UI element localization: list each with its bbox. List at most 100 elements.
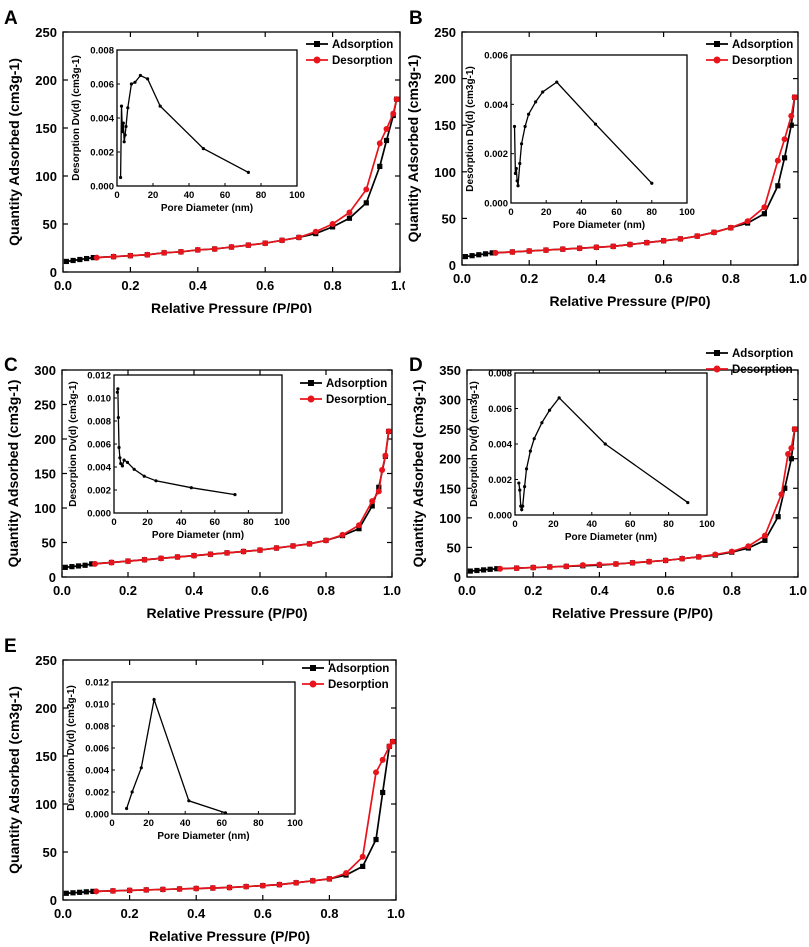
y-tick-label: 100 (439, 511, 461, 526)
data-point-desorption (194, 246, 201, 253)
inset-data-point (118, 456, 122, 460)
y-tick-label: 200 (439, 452, 461, 467)
inset-y-tick-label: 0.002 (484, 149, 508, 160)
inset-x-tick-label: 40 (180, 818, 191, 829)
data-point-desorption (326, 875, 333, 882)
data-point-desorption (174, 554, 181, 560)
inset-data-point (123, 133, 127, 137)
legend-label-desorption: Desorption (328, 679, 389, 691)
inset-data-point (534, 100, 538, 104)
inset-data-point (686, 500, 690, 505)
data-point-desorption (712, 551, 719, 558)
data-point-adsorption (781, 155, 788, 161)
inset-data-point (520, 508, 524, 512)
inset-y-tick-label: 0.006 (87, 440, 111, 451)
data-point-desorption (143, 886, 150, 893)
inset-data-point (514, 166, 518, 171)
x-tick-label: 1.0 (383, 583, 401, 598)
data-point-desorption (379, 467, 386, 474)
data-point-desorption (559, 246, 566, 253)
chart-panel-e: E 0.0 0.2 0.4 0.6 0.8 1.0 0 50 100 150 200 250 Relati… (0, 628, 405, 947)
data-point-adsorption (469, 253, 475, 259)
data-point-desorption (191, 552, 197, 559)
x-tick-label: 0.6 (657, 583, 675, 598)
data-point-desorption (329, 221, 336, 227)
data-point-desorption (576, 245, 583, 252)
inset-pore-size-line (513, 81, 653, 186)
inset-data-point (120, 130, 124, 134)
x-axis-title: Relative Pressure (P/P0) (149, 928, 310, 944)
data-point-adsorption (489, 250, 495, 256)
data-point-adsorption (90, 255, 96, 261)
inset-data-point (512, 124, 517, 129)
x-tick-label: 0.6 (254, 906, 272, 921)
legend-marker-desorption (309, 680, 317, 688)
inset-y-tick-label: 0.008 (85, 722, 109, 733)
inset-x-tick-label: 40 (576, 207, 587, 218)
inset-x-tick-label: 100 (274, 517, 290, 528)
inset-y-tick-label: 0.006 (85, 744, 109, 755)
data-point-desorption (373, 769, 380, 776)
chart-panel-a: A0.00.20.40.60.81.0050100150200250Relati… (0, 0, 405, 313)
data-point-desorption (695, 553, 702, 560)
data-point-adsorption (373, 836, 379, 843)
inset-background (112, 682, 295, 814)
data-point-desorption (109, 887, 116, 894)
y-tick-label: 0 (49, 570, 56, 585)
y-tick-label: 150 (434, 118, 456, 133)
data-point-adsorption (70, 890, 76, 896)
legend-label-desorption: Desorption (326, 394, 387, 406)
x-tick-label: 0.0 (54, 278, 72, 293)
inset-data-point (138, 73, 142, 78)
legend-label-adsorption: Adsorption (332, 39, 393, 51)
inset-data-point (521, 504, 525, 508)
y-tick-label: 200 (34, 432, 56, 447)
legend-marker-adsorption (714, 41, 720, 47)
x-tick-label: 1.0 (391, 278, 405, 293)
data-point-desorption (177, 248, 184, 255)
inset-data-point (513, 171, 517, 175)
data-point-adsorption (782, 485, 788, 491)
y-tick-label: 250 (35, 653, 57, 668)
inset-y-tick-label: 0.008 (87, 417, 111, 428)
y-tick-label: 50 (43, 845, 57, 860)
data-point-desorption (375, 488, 382, 495)
y-tick-label: 0 (454, 570, 461, 585)
data-point-desorption (513, 565, 520, 572)
data-point-desorption (761, 532, 768, 539)
data-point-desorption (207, 551, 214, 558)
data-point-desorption (379, 756, 386, 763)
data-point-desorption (509, 248, 516, 255)
inset-x-tick-label: 100 (679, 207, 695, 218)
y-axis-title: Quantity Adsorbed (cm3g-1) (5, 380, 21, 568)
inset-data-point (121, 121, 125, 125)
inset-data-point (120, 464, 124, 468)
inset-y-tick-label: 0.010 (85, 700, 109, 711)
data-point-desorption (791, 426, 798, 433)
data-point-desorption (245, 242, 252, 249)
data-point-desorption (386, 743, 393, 750)
data-point-desorption (240, 548, 247, 555)
data-point-desorption (774, 157, 781, 164)
data-point-desorption (126, 887, 133, 894)
legend-marker-adsorption (308, 380, 314, 386)
isotherm-chart-d: D0.0 0.2 0.4 0.6 0.8 1.0050100150200250300350… (409, 348, 807, 621)
x-tick-label: 1.0 (789, 271, 807, 286)
data-point-desorption (273, 545, 280, 552)
y-axis-title: Quantity Adsorbed (cm3g-1) (6, 686, 22, 874)
inset-x-tick-label: 0 (508, 207, 513, 218)
data-point-adsorption (360, 863, 366, 869)
y-axis-title: Quantity Adsorbed (cm3g-1) (410, 380, 426, 568)
data-point-desorption (228, 244, 235, 251)
legend-marker-adsorption (314, 41, 320, 47)
inset-data-point (158, 104, 162, 108)
data-point-desorption (526, 248, 533, 255)
data-point-adsorption (369, 503, 375, 509)
inset-y-tick-label: 0.006 (90, 80, 114, 91)
data-point-adsorption (70, 257, 76, 264)
inset-data-point (116, 387, 120, 391)
inset-x-tick-label: 80 (253, 818, 264, 829)
inset-y-tick-label: 0.002 (90, 148, 114, 159)
inset-y-tick-label: 0.000 (90, 182, 114, 193)
data-point-desorption (92, 560, 98, 567)
